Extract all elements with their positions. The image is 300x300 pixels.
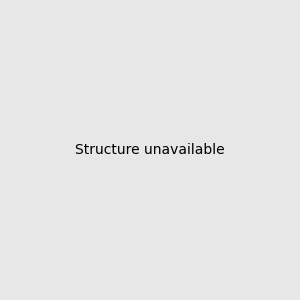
Text: Structure unavailable: Structure unavailable <box>75 143 225 157</box>
